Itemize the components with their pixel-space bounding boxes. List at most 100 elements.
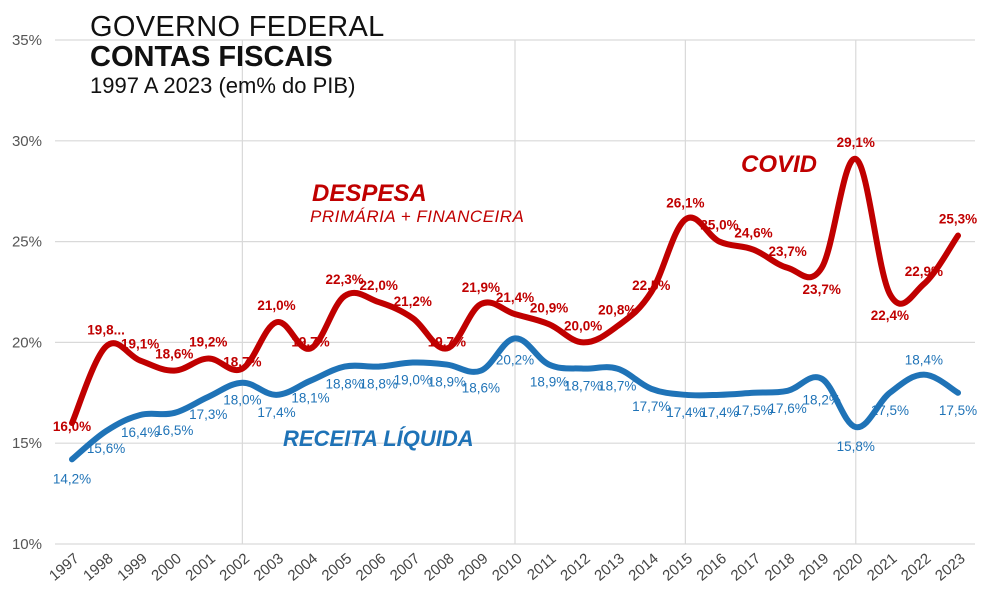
despesa-data-label: 22,0%	[360, 278, 398, 293]
data-labels: 16,0%19,8...19,1%18,6%19,2%18,7%21,0%19,…	[53, 135, 977, 486]
x-tick-label: 2001	[182, 550, 218, 584]
despesa-data-label: 18,6%	[155, 347, 193, 362]
y-tick-label: 35%	[12, 32, 42, 49]
chart-title-line1: GOVERNO FEDERAL	[90, 11, 385, 43]
x-tick-label: 2023	[932, 550, 968, 584]
despesa-line	[69, 155, 961, 427]
chart-subtitle: 1997 A 2023 (em% do PIB)	[90, 73, 356, 98]
receita-data-label: 14,2%	[53, 471, 91, 486]
x-tick-label: 2011	[524, 550, 560, 584]
despesa-data-label: 25,0%	[700, 218, 738, 233]
receita-data-label: 18,8%	[360, 377, 398, 392]
x-tick-label: 2018	[762, 550, 798, 584]
x-tick-label: 2004	[285, 550, 321, 584]
despesa-data-label: 20,9%	[530, 300, 568, 315]
x-tick-label: 1997	[46, 550, 82, 584]
despesa-data-label: 25,3%	[939, 212, 977, 227]
x-tick-label: 2008	[421, 550, 457, 584]
series-lines	[69, 155, 961, 463]
receita-data-label: 18,8%	[325, 377, 363, 392]
x-tick-label: 2000	[148, 550, 184, 584]
y-tick-label: 25%	[12, 234, 42, 251]
x-axis-tick-labels: 1997199819992000200120022003200420052006…	[46, 550, 968, 584]
despesa-data-label: 21,0%	[257, 298, 295, 313]
receita-data-label: 16,5%	[155, 423, 193, 438]
chart-title-line2: CONTAS FISCAIS	[90, 41, 333, 73]
despesa-data-label: 20,0%	[564, 318, 602, 333]
despesa-annotation-title: DESPESA	[312, 180, 427, 207]
receita-data-label: 17,7%	[632, 399, 670, 414]
despesa-data-label: 19,2%	[189, 335, 227, 350]
despesa-data-label: 19,7%	[291, 334, 329, 349]
despesa-data-label: 21,9%	[462, 280, 500, 295]
y-tick-label: 30%	[12, 133, 42, 150]
despesa-data-label: 21,4%	[496, 290, 534, 305]
x-tick-label: 2009	[455, 550, 491, 584]
receita-data-label: 18,7%	[598, 379, 636, 394]
despesa-data-label: 24,6%	[734, 226, 772, 241]
x-tick-label: 2021	[864, 550, 900, 584]
x-tick-label: 1999	[114, 550, 150, 584]
chart-title-block: GOVERNO FEDERAL CONTAS FISCAIS 1997 A 20…	[90, 12, 385, 100]
despesa-data-label: 19,8...	[87, 322, 125, 337]
receita-data-label: 16,4%	[121, 425, 159, 440]
receita-line	[69, 335, 961, 463]
receita-data-label: 18,9%	[530, 375, 568, 390]
y-tick-label: 15%	[12, 435, 42, 452]
y-tick-label: 20%	[12, 334, 42, 351]
receita-data-label: 18,1%	[291, 391, 329, 406]
receita-data-label: 18,6%	[462, 381, 500, 396]
x-tick-label: 2006	[353, 550, 389, 584]
receita-data-label: 20,2%	[496, 352, 534, 367]
x-tick-label: 2022	[898, 550, 934, 584]
receita-data-label: 18,2%	[803, 393, 841, 408]
receita-data-label: 15,8%	[837, 439, 875, 454]
x-tick-label: 2002	[216, 550, 252, 584]
despesa-data-label: 22,4%	[871, 308, 909, 323]
receita-data-label: 17,6%	[768, 401, 806, 416]
receita-data-label: 18,7%	[564, 379, 602, 394]
receita-data-label: 19,0%	[394, 373, 432, 388]
x-tick-label: 2013	[591, 550, 627, 584]
vertical-gridlines	[241, 40, 857, 544]
despesa-annotation-subtitle: PRIMÁRIA + FINANCEIRA	[310, 207, 525, 226]
receita-data-label: 17,5%	[734, 403, 772, 418]
despesa-data-label: 20,8%	[598, 302, 636, 317]
despesa-data-label: 22,5%	[632, 278, 670, 293]
x-tick-label: 2020	[830, 550, 866, 584]
receita-data-label: 17,5%	[939, 403, 977, 418]
despesa-data-label: 16,0%	[53, 419, 91, 434]
x-tick-label: 2003	[251, 550, 287, 584]
receita-data-label: 17,4%	[700, 405, 738, 420]
x-tick-label: 2007	[387, 550, 423, 584]
receita-data-label: 15,6%	[87, 441, 125, 456]
x-tick-label: 2016	[694, 550, 730, 584]
receita-data-label: 18,0%	[223, 393, 261, 408]
receita-data-label: 17,4%	[257, 405, 295, 420]
x-tick-label: 2019	[796, 550, 832, 584]
receita-data-label: 17,3%	[189, 407, 227, 422]
x-tick-label: 1998	[80, 550, 116, 584]
despesa-data-label: 22,3%	[325, 272, 363, 287]
receita-data-label: 18,4%	[905, 353, 943, 368]
receita-data-label: 17,4%	[666, 405, 704, 420]
receita-data-label: 17,5%	[871, 403, 909, 418]
x-tick-label: 2012	[557, 550, 593, 584]
despesa-data-label: 21,2%	[394, 294, 432, 309]
despesa-data-label: 23,7%	[803, 282, 841, 297]
x-tick-label: 2005	[319, 550, 355, 584]
covid-annotation: COVID	[741, 151, 818, 178]
x-tick-label: 2010	[489, 550, 525, 584]
y-axis-tick-labels: 10% 15% 20% 25% 30% 35%	[12, 32, 42, 553]
x-tick-label: 2015	[659, 550, 695, 584]
despesa-data-label: 26,1%	[666, 195, 704, 210]
y-tick-label: 10%	[12, 536, 42, 553]
despesa-data-label: 18,7%	[223, 355, 261, 370]
despesa-data-label: 23,7%	[768, 244, 806, 259]
despesa-data-label: 19,7%	[428, 334, 466, 349]
x-tick-label: 2017	[728, 550, 764, 584]
x-tick-label: 2014	[625, 550, 661, 584]
receita-annotation: RECEITA LÍQUIDA	[283, 426, 474, 451]
despesa-data-label: 22,9%	[905, 264, 943, 279]
